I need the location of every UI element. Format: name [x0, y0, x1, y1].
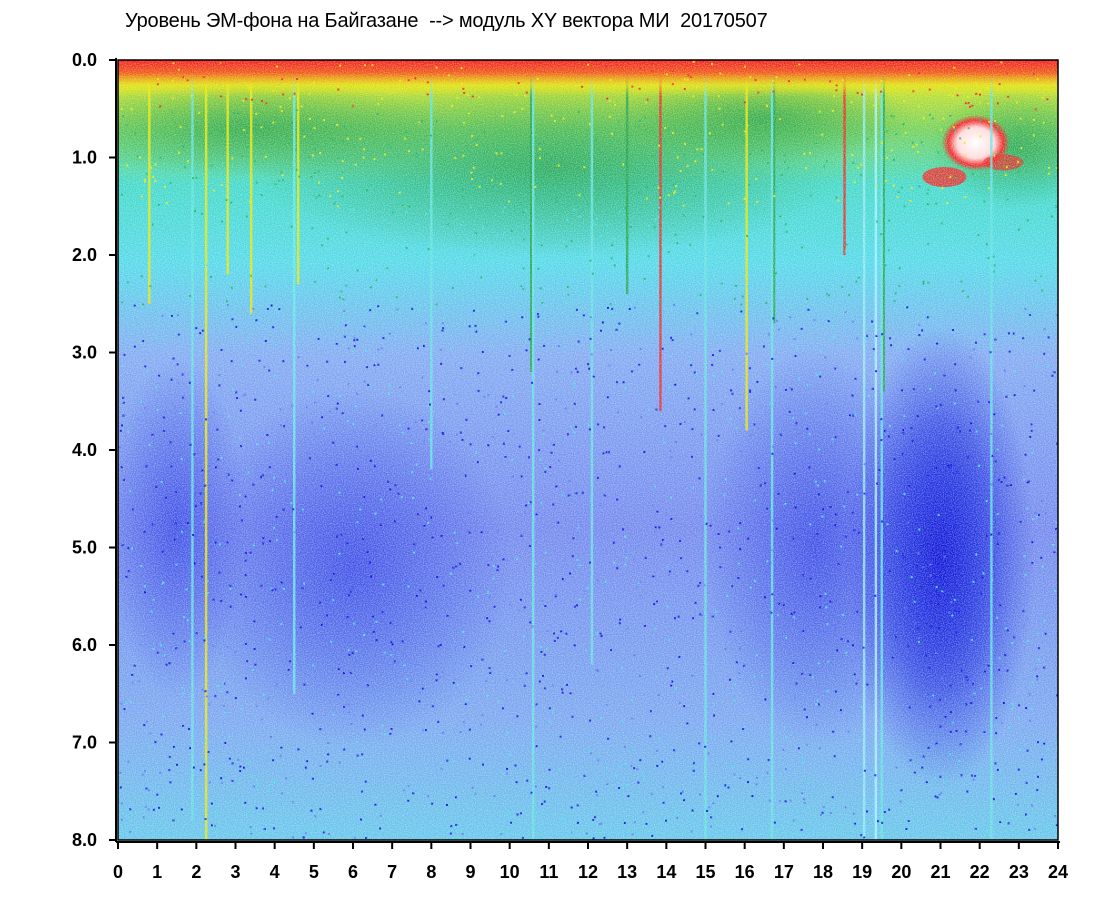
y-tick-label: 4.0	[72, 440, 97, 460]
x-tick-label: 7	[387, 862, 397, 882]
x-tick-label: 11	[539, 862, 558, 882]
x-tick-label: 5	[309, 862, 319, 882]
y-axis: 0.0 1.0 2.0 3.0 4.0 5.0 6.0 7.0 8.0	[72, 50, 116, 850]
y-tick-label: 2.0	[72, 245, 97, 265]
y-tick-label: 5.0	[72, 538, 97, 558]
y-tick-label: 6.0	[72, 635, 97, 655]
x-tick-label: 13	[617, 862, 637, 882]
x-tick-label: 16	[735, 862, 755, 882]
x-axis: 0 1 2 3 4 5 6 7 8 9 10 11 12 13 14 15 16 17 18 19 20 21 22 23 24	[113, 842, 1068, 882]
plot-area	[118, 60, 1058, 840]
noise-overlay	[118, 60, 1058, 840]
x-tick-label: 9	[465, 862, 475, 882]
x-tick-label: 17	[774, 862, 794, 882]
x-tick-label: 21	[930, 862, 950, 882]
x-tick-label: 15	[695, 862, 715, 882]
x-tick-label: 12	[578, 862, 598, 882]
x-tick-label: 18	[813, 862, 833, 882]
x-tick-label: 14	[656, 862, 676, 882]
x-tick-label: 10	[500, 862, 520, 882]
x-tick-label: 8	[426, 862, 436, 882]
x-tick-label: 23	[1009, 862, 1029, 882]
y-tick-label: 8.0	[72, 830, 97, 850]
x-tick-label: 6	[348, 862, 358, 882]
y-tick-label: 1.0	[72, 148, 97, 168]
x-tick-label: 4	[270, 862, 280, 882]
x-tick-label: 2	[191, 862, 201, 882]
x-tick-label: 20	[891, 862, 911, 882]
y-tick-label: 0.0	[72, 50, 97, 70]
x-tick-label: 1	[152, 862, 162, 882]
y-tick-label: 3.0	[72, 343, 97, 363]
x-tick-label: 24	[1048, 862, 1068, 882]
x-tick-label: 19	[852, 862, 872, 882]
y-tick-label: 7.0	[72, 733, 97, 753]
x-tick-label: 3	[230, 862, 240, 882]
x-tick-label: 0	[113, 862, 123, 882]
chart-title: Уровень ЭМ-фона на Байгазане --> модуль …	[125, 10, 768, 32]
x-tick-label: 22	[970, 862, 990, 882]
plot-frame	[117, 59, 1059, 841]
